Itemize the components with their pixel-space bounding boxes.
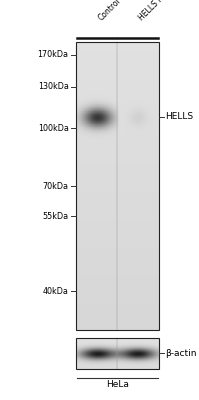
Text: 130kDa: 130kDa [38,82,69,91]
Text: Control: Control [97,0,123,22]
Text: 40kDa: 40kDa [43,287,69,296]
Text: 55kDa: 55kDa [43,212,69,221]
Text: 70kDa: 70kDa [43,182,69,190]
Text: HELLS KO: HELLS KO [137,0,169,22]
Text: 100kDa: 100kDa [38,124,69,133]
Text: HeLa: HeLa [106,380,129,389]
Text: 170kDa: 170kDa [38,50,69,60]
Text: HELLS: HELLS [165,112,193,121]
Text: β-actin: β-actin [165,349,197,358]
